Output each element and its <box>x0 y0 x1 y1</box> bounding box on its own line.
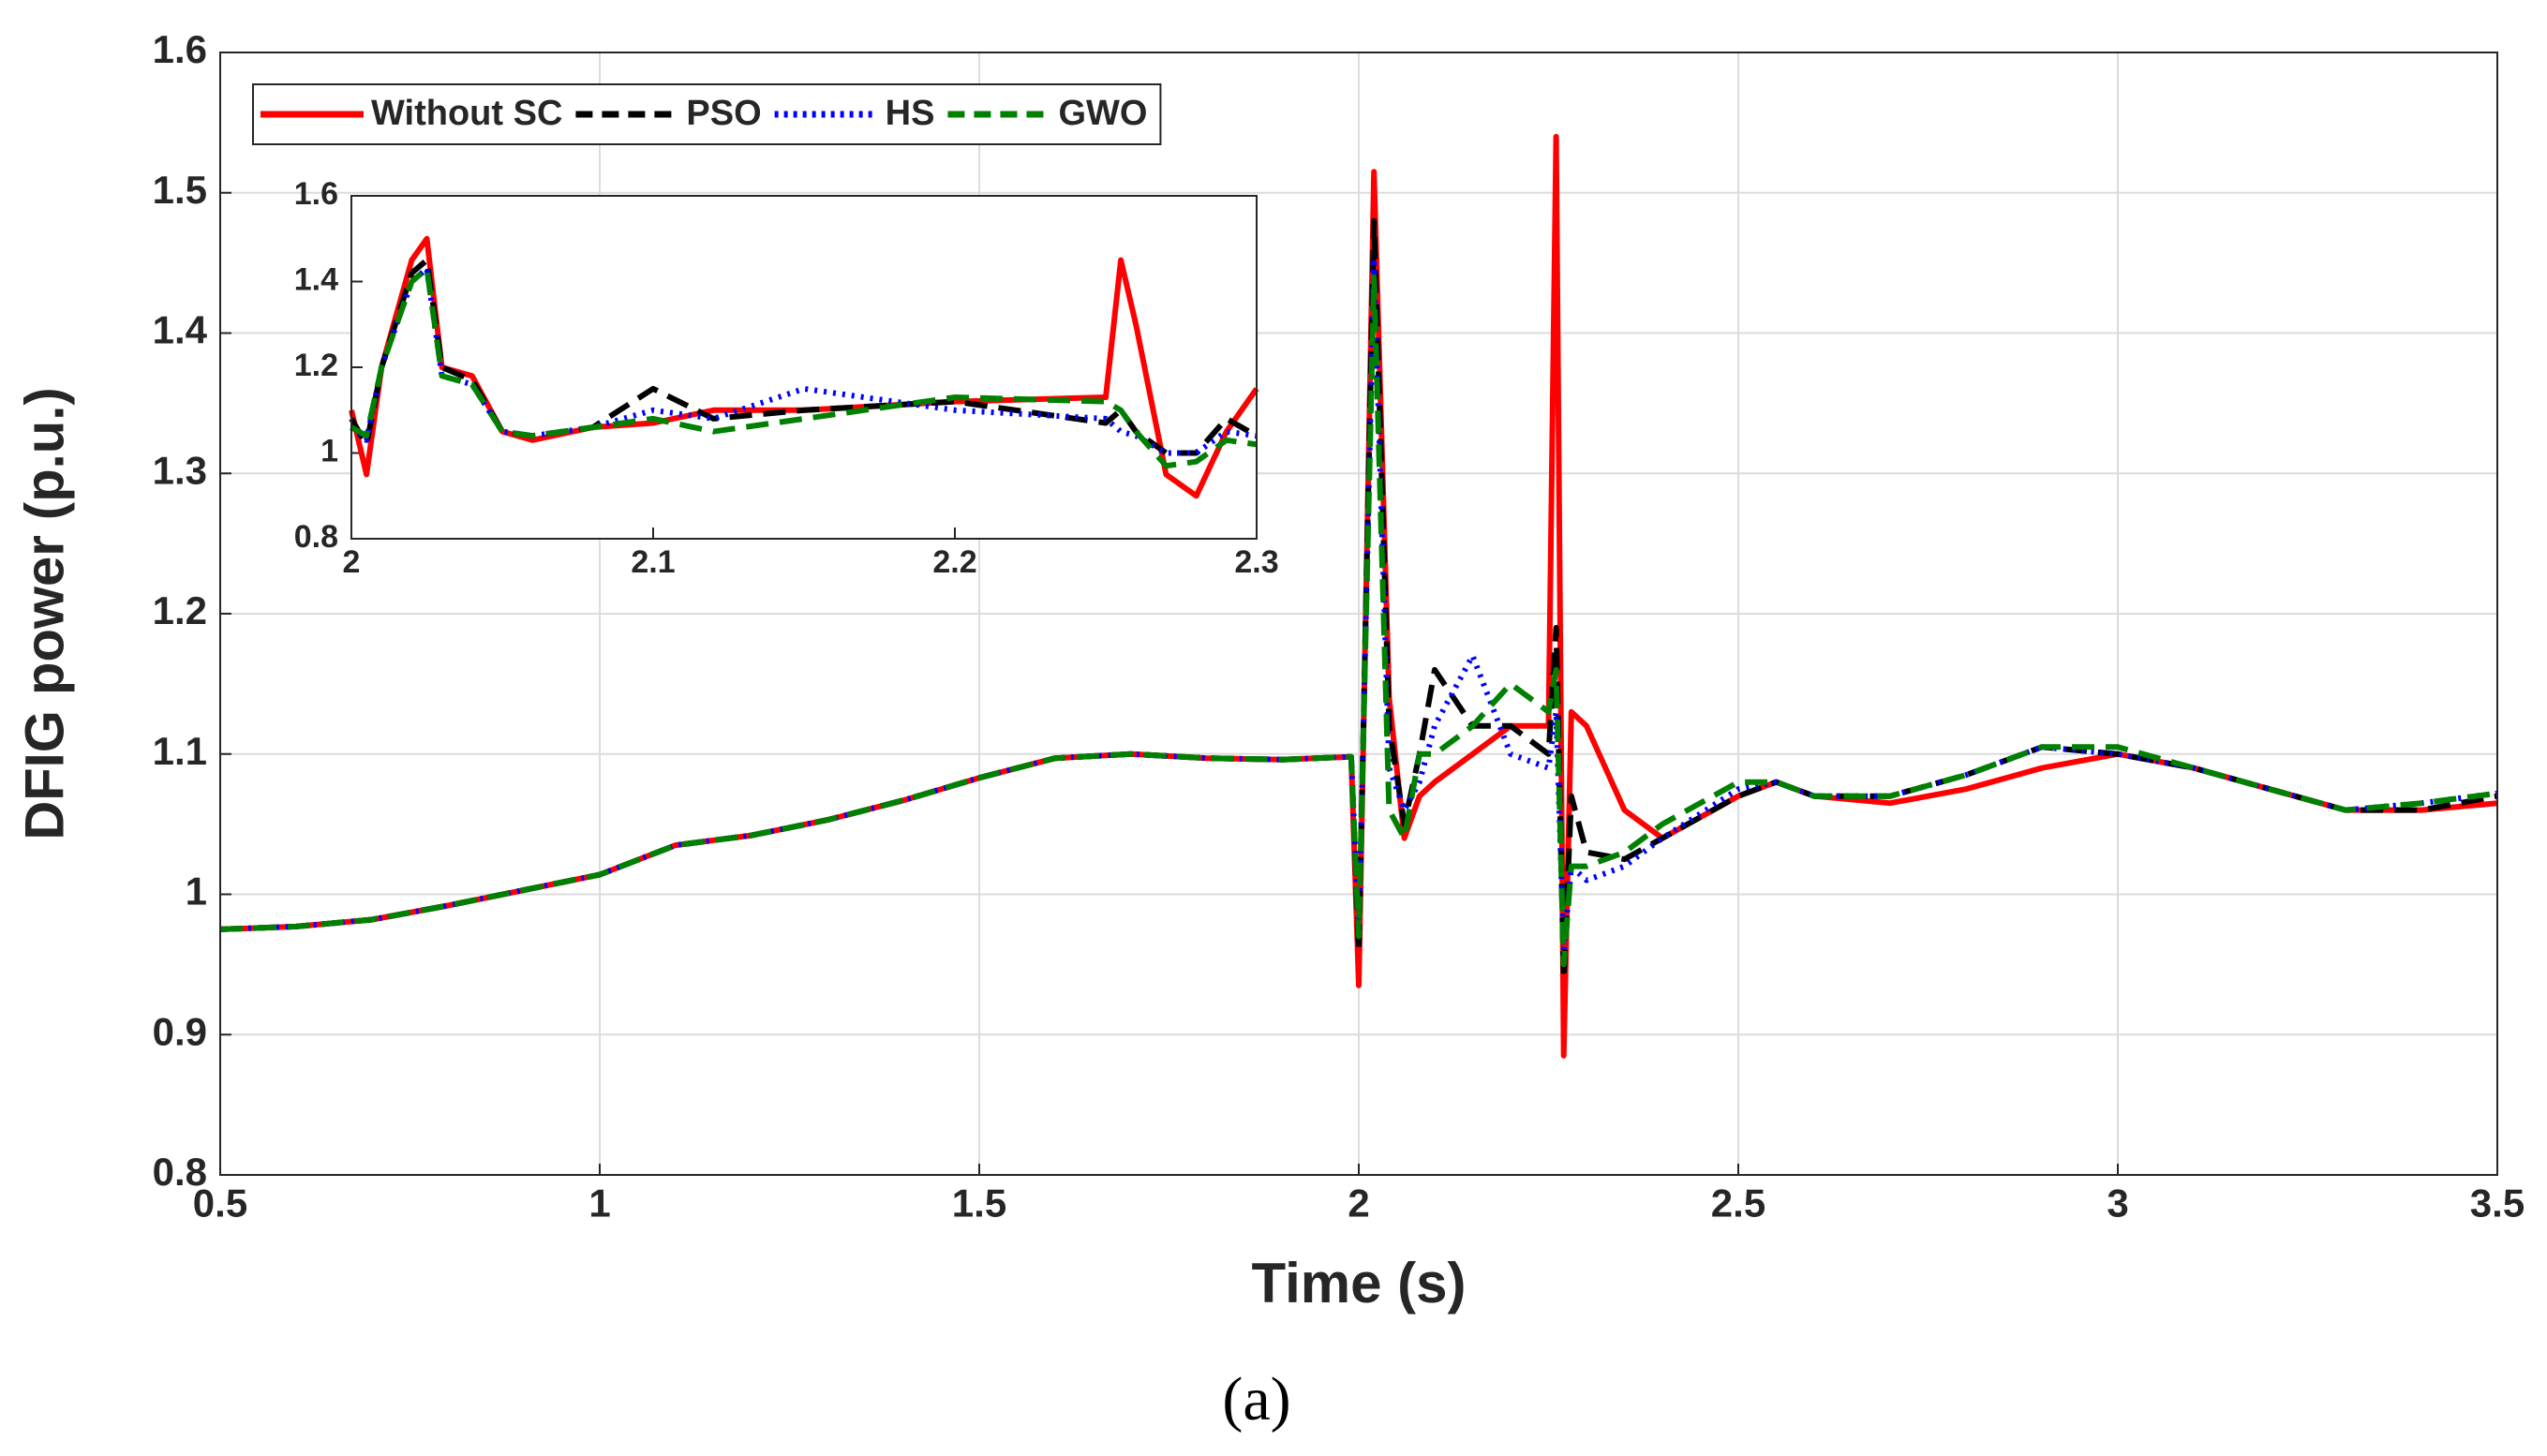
legend: Without SC PSO HS GWO <box>252 83 1162 145</box>
x-tick-label: 1.5 <box>952 1181 1006 1226</box>
axes-box <box>350 195 1258 540</box>
y-tick-label: 1.4 <box>294 261 338 297</box>
x-tick-label: 0.5 <box>193 1181 247 1226</box>
x-tick-label: 2.5 <box>1711 1181 1765 1226</box>
data-line <box>349 235 1259 499</box>
axes-box <box>219 52 2498 1176</box>
y-tick-label: 1 <box>320 433 338 468</box>
data-line <box>350 265 1258 456</box>
legend-label: Without SC <box>371 94 562 133</box>
data-line <box>219 260 2498 954</box>
y-tick-label: 0.8 <box>294 519 338 555</box>
y-tick-label: 1.5 <box>153 168 207 212</box>
y-tick-label: 1 <box>186 869 207 914</box>
y-tick-label: 0.9 <box>153 1009 207 1053</box>
y-tick-label: 1.1 <box>153 729 207 773</box>
x-tick-label: 1 <box>588 1181 610 1226</box>
x-tick-label: 2 <box>1348 1181 1369 1226</box>
data-line <box>219 274 2498 968</box>
y-tick-label: 1.4 <box>153 308 208 352</box>
x-tick-label: 3 <box>2107 1181 2128 1226</box>
x-tick-label: 2.2 <box>932 544 976 580</box>
y-axis-title: DFIG power (p.u.) <box>14 387 75 839</box>
main-chart: 0.5 1 1.5 2 2.5 3 3.5 0.8 0.9 1 1.1 1.2 1.3 1.4 1.5 1.6… <box>14 27 2525 1315</box>
legend-label: GWO <box>1058 94 1147 133</box>
y-tick-label: 1.3 <box>153 448 207 492</box>
inset-chart: 2 2.1 2.2 2.3 0.8 1 1.2 1.4 1.6 <box>294 176 1279 580</box>
legend-label: HS <box>886 94 935 133</box>
x-axis-title: Time (s) <box>1252 1252 1467 1315</box>
y-tick-label: 1.2 <box>153 588 207 632</box>
y-tick-label: 1.2 <box>294 348 338 383</box>
y-tick-label: 1.6 <box>294 176 338 212</box>
x-tick-label: 2.1 <box>631 544 675 580</box>
x-tick-label: 2.3 <box>1234 544 1278 580</box>
data-line <box>349 257 1259 456</box>
y-tick-label: 0.8 <box>153 1150 207 1194</box>
caption: (a) <box>1222 1365 1290 1434</box>
legend-label: PSO <box>686 94 761 133</box>
y-tick-label: 1.6 <box>153 27 207 71</box>
data-line <box>350 265 1258 469</box>
x-tick-label: 3.5 <box>2470 1181 2525 1226</box>
x-tick-label: 2 <box>343 544 361 580</box>
plot-area <box>351 196 1257 539</box>
